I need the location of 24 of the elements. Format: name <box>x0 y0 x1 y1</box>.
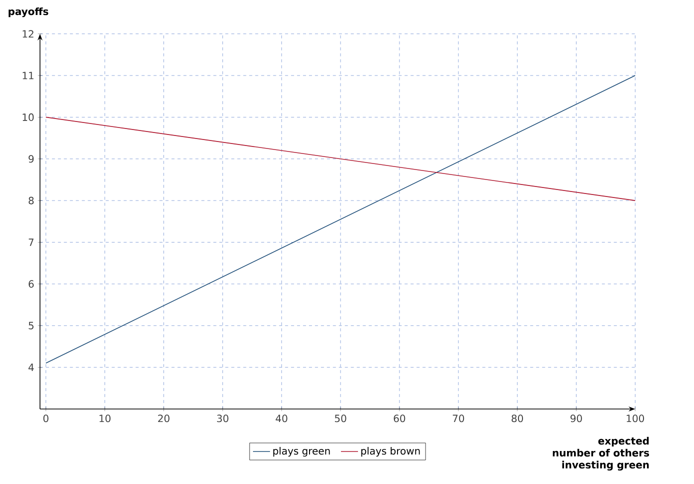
y-tick-label: 9 <box>28 155 34 163</box>
x-tick-label: 40 <box>276 414 288 422</box>
x-axis-title: expected number of others investing green <box>552 436 650 471</box>
x-tick-label: 60 <box>394 414 406 422</box>
y-tick-label: 8 <box>28 196 34 204</box>
y-tick-label: 6 <box>28 280 34 288</box>
x-tick-label: 100 <box>626 414 644 422</box>
x-tick-label: 0 <box>43 414 48 422</box>
x-tick-label: 20 <box>158 414 170 422</box>
y-tick-label: 10 <box>22 113 34 121</box>
x-tick-label: 90 <box>570 414 582 422</box>
x-tick-label: 80 <box>512 414 524 422</box>
y-axis-title: payoffs <box>8 7 48 18</box>
y-tick-label: 11 <box>22 72 34 80</box>
x-tick-label: 50 <box>334 414 346 422</box>
legend-label: plays brown <box>361 446 420 457</box>
y-tick-label: 5 <box>28 322 34 330</box>
y-tick-label: 12 <box>22 30 34 38</box>
y-tick-label: 7 <box>28 238 34 246</box>
legend-label: plays green <box>273 446 330 457</box>
x-tick-label: 30 <box>217 414 228 422</box>
x-tick-label: 10 <box>100 414 111 422</box>
y-tick-label: 4 <box>28 364 34 371</box>
x-tick-label: 70 <box>452 414 464 422</box>
